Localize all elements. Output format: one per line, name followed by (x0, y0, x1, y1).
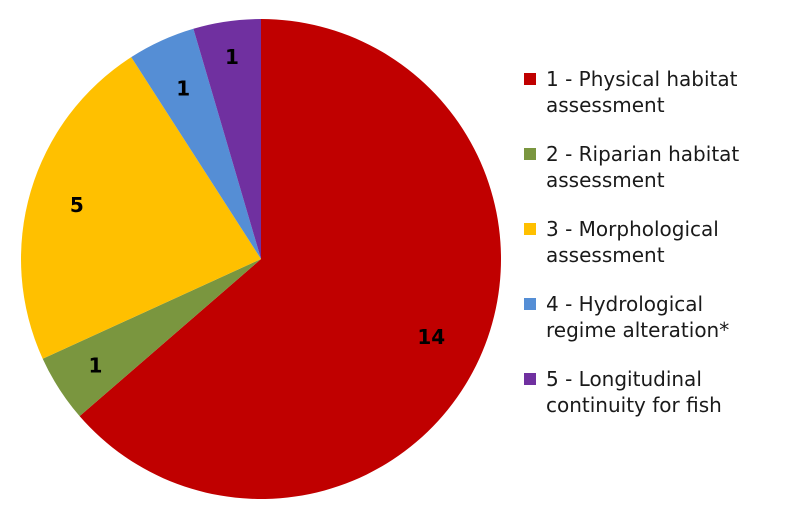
legend-label: assessment (546, 168, 665, 192)
data-label: 5 (70, 193, 84, 217)
data-label: 1 (88, 353, 102, 377)
legend-swatch (524, 373, 536, 385)
data-label: 1 (225, 45, 239, 69)
pie-slice (193, 19, 261, 259)
legend-label: continuity for fish (546, 393, 722, 417)
legend-swatch (524, 73, 536, 85)
legend-item-hydrological: 4 - Hydrological regime alteration* (524, 291, 794, 343)
data-label: 1 (176, 77, 190, 101)
legend-label: 4 - Hydrological (546, 292, 704, 316)
legend-swatch (524, 298, 536, 310)
legend-item-longitudinal: 5 - Longitudinal continuity for fish (524, 366, 794, 418)
pie-slice (20, 57, 261, 359)
legend-swatch (524, 148, 536, 160)
legend-label: assessment (546, 93, 665, 117)
legend-label: regime alteration* (546, 318, 730, 342)
legend-swatch (524, 223, 536, 235)
legend-label: 3 - Morphological (546, 217, 719, 241)
pie-chart: 14 1 5 1 1 (20, 19, 501, 499)
legend-label: 1 - Physical habitat (546, 67, 738, 91)
pie-slice (42, 259, 261, 417)
legend: 1 - Physical habitat assessment 2 - Ripa… (524, 66, 794, 441)
pie-slice (131, 28, 261, 260)
legend-label: assessment (546, 243, 665, 267)
legend-label: 2 - Riparian habitat (546, 142, 740, 166)
pie-slice (79, 19, 501, 499)
legend-item-riparian-habitat: 2 - Riparian habitat assessment (524, 141, 794, 193)
legend-label: 5 - Longitudinal (546, 367, 702, 391)
data-label: 14 (417, 325, 445, 349)
legend-item-morphological: 3 - Morphological assessment (524, 216, 794, 268)
legend-item-physical-habitat: 1 - Physical habitat assessment (524, 66, 794, 118)
